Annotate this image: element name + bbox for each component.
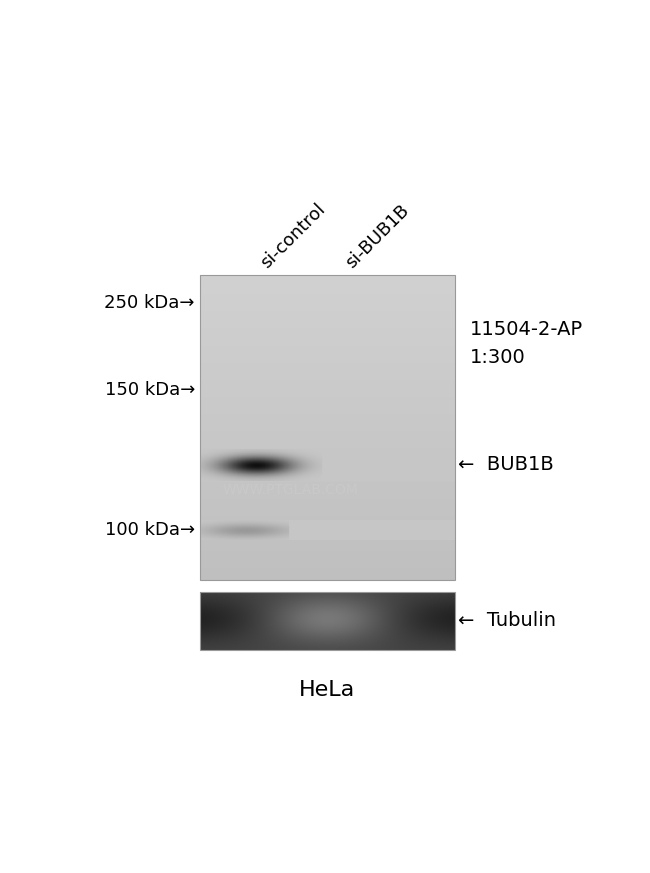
- Text: si-control: si-control: [257, 200, 329, 272]
- Text: ←  BUB1B: ← BUB1B: [458, 456, 554, 475]
- Text: WWW.PTGLAB.COM: WWW.PTGLAB.COM: [222, 483, 358, 497]
- Text: 250 kDa→: 250 kDa→: [105, 294, 195, 312]
- Text: si-BUB1B: si-BUB1B: [343, 202, 413, 272]
- Text: 11504-2-AP
1:300: 11504-2-AP 1:300: [470, 320, 583, 367]
- Bar: [200, 275, 455, 580]
- Text: ←  Tubulin: ← Tubulin: [458, 611, 556, 630]
- Text: HeLa: HeLa: [299, 680, 355, 700]
- Text: 100 kDa→: 100 kDa→: [105, 521, 195, 539]
- Text: 150 kDa→: 150 kDa→: [105, 381, 195, 399]
- Bar: [200, 592, 455, 650]
